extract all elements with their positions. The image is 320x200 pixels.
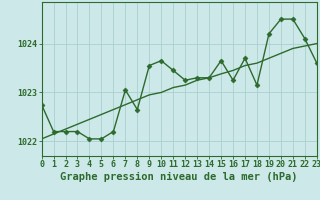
X-axis label: Graphe pression niveau de la mer (hPa): Graphe pression niveau de la mer (hPa) bbox=[60, 172, 298, 182]
